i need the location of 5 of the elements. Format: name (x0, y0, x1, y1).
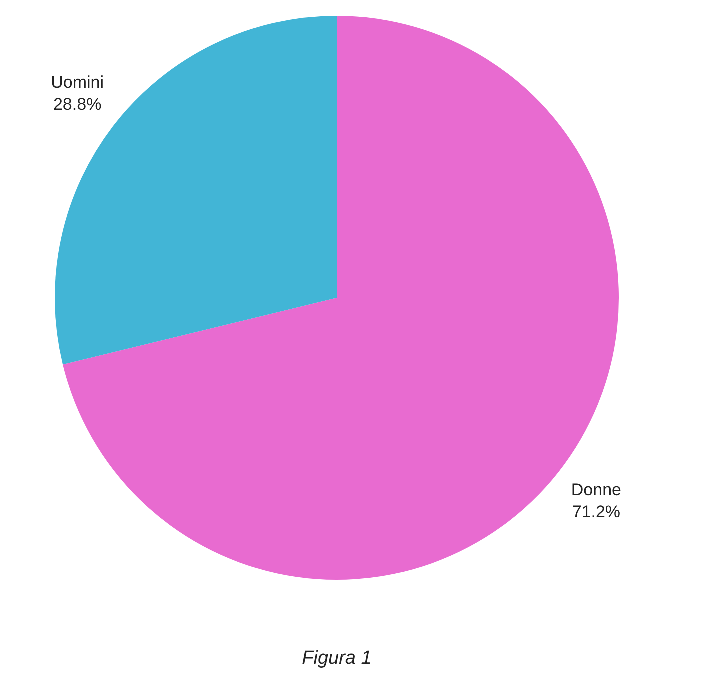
text: Figura 1 (301, 648, 373, 670)
slice-label: Donne (571, 480, 622, 500)
data-label: 28.8% (53, 94, 102, 114)
data-label: 71.2% (572, 502, 621, 522)
slice-label: Uomini (51, 72, 104, 92)
